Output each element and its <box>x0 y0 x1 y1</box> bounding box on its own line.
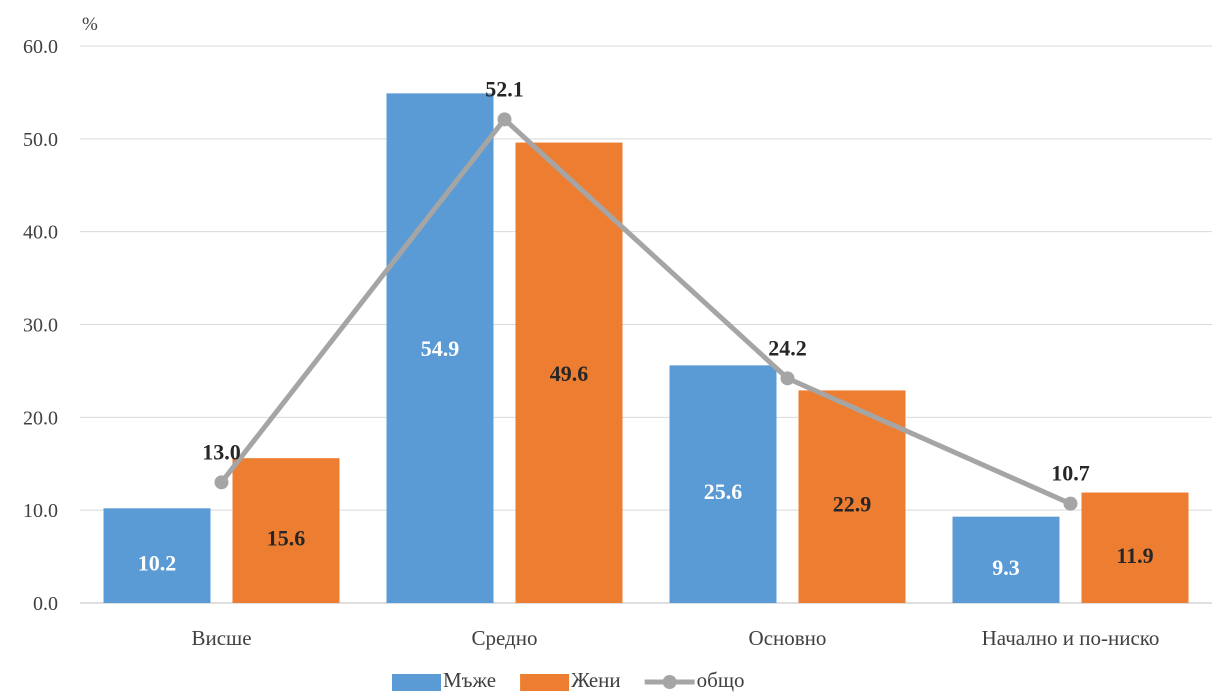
bar-value-label: 25.6 <box>704 479 743 504</box>
x-category-label: Висше <box>191 626 251 650</box>
y-tick-label: 60.0 <box>23 36 58 58</box>
total-line-marker <box>780 371 795 386</box>
bar-value-label: 9.3 <box>992 555 1020 580</box>
bar-women <box>232 458 340 603</box>
total-line-marker <box>1063 496 1078 511</box>
y-unit-label: % <box>82 14 98 35</box>
bar-value-label: 11.9 <box>1116 543 1153 568</box>
bar-value-label: 49.6 <box>550 361 589 386</box>
total-line-value-label: 52.1 <box>485 76 524 101</box>
x-category-label: Средно <box>472 626 538 650</box>
bar-value-label: 15.6 <box>267 526 306 551</box>
x-category-label: Основно <box>749 626 827 650</box>
legend-swatch <box>520 674 570 691</box>
y-tick-label: 10.0 <box>23 500 58 522</box>
bar-men <box>952 516 1060 603</box>
y-tick-label: 30.0 <box>23 315 58 337</box>
total-line-marker <box>214 475 229 490</box>
total-line-value-label: 24.2 <box>768 335 807 360</box>
bar-value-label: 10.2 <box>138 551 177 576</box>
bar-men <box>669 365 777 603</box>
bar-men <box>103 508 211 603</box>
bar-value-label: 22.9 <box>833 492 872 517</box>
bar-value-label: 54.9 <box>421 336 460 361</box>
y-tick-label: 40.0 <box>23 222 58 244</box>
y-tick-label: 20.0 <box>23 407 58 429</box>
y-tick-label: 0.0 <box>33 593 58 615</box>
legend: Мъже Жени общо <box>392 668 745 692</box>
x-axis-categories: Висше Средно Основно Начално и по-ниско <box>191 626 1159 650</box>
total-line-marker <box>497 112 512 127</box>
bar-men <box>386 93 494 603</box>
total-line-path <box>219 116 1072 506</box>
legend-swatch <box>392 674 441 691</box>
bar-women <box>798 390 906 603</box>
bars: 10.2 15.6 54.9 49.6 25.6 22.9 9.3 11.9 <box>103 93 1189 603</box>
y-tick-label: 50.0 <box>23 129 58 151</box>
total-line: 13.0 52.1 24.2 10.7 <box>202 76 1090 511</box>
total-line-value-label: 13.0 <box>202 439 241 464</box>
legend-label: общо <box>697 668 745 692</box>
y-axis-ticks: 0.0 10.0 20.0 30.0 40.0 50.0 60.0 <box>23 36 58 615</box>
bar-women <box>515 142 623 603</box>
legend-marker <box>662 675 677 689</box>
x-category-label: Начално и по-ниско <box>982 626 1160 650</box>
bar-women <box>1081 492 1189 603</box>
legend-label: Жени <box>571 668 621 692</box>
total-line-value-label: 10.7 <box>1051 461 1090 486</box>
legend-label: Мъже <box>443 668 496 692</box>
